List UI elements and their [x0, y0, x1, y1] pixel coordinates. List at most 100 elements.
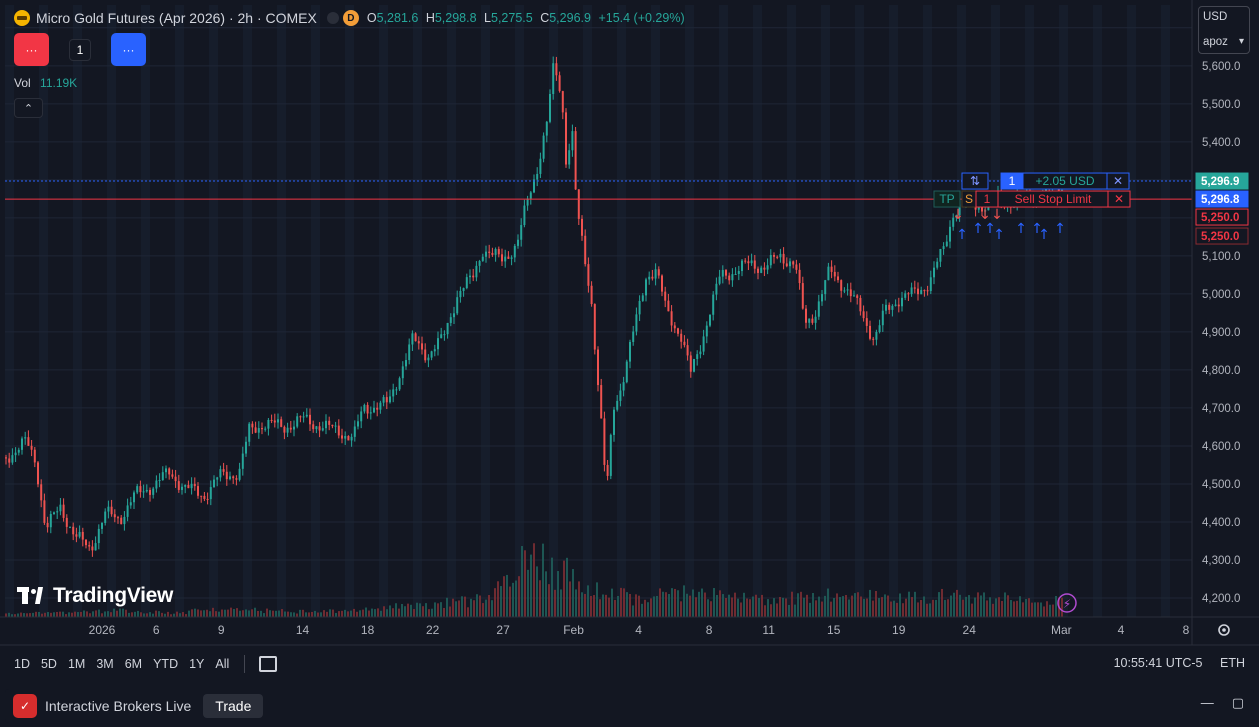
- order-close-icon-bg: [1107, 190, 1131, 208]
- volume-bar: [935, 599, 937, 617]
- candle-body: [376, 407, 379, 410]
- volume-bar: [536, 566, 538, 617]
- session-band: [107, 5, 116, 617]
- candle-body: [318, 426, 321, 431]
- currency-selector[interactable]: USD apoz ▾: [1198, 6, 1250, 54]
- volume-bar: [221, 609, 223, 617]
- range-3m[interactable]: 3M: [96, 657, 114, 671]
- buy-execution-arrow: ↑: [1031, 221, 1043, 237]
- volume-bar: [344, 609, 346, 617]
- range-selector: 1D 5D 1M 3M 6M YTD 1Y All: [14, 654, 278, 674]
- panel-controls: — ▢: [1201, 695, 1244, 711]
- position-close-icon[interactable]: ✕: [1113, 174, 1123, 188]
- symbol-title[interactable]: Micro Gold Futures (Apr 2026) · 2h · COM…: [36, 10, 317, 26]
- candle-body: [123, 516, 126, 525]
- candle-body: [478, 260, 481, 266]
- candle-body: [65, 517, 68, 527]
- volume-bar: [107, 611, 109, 617]
- volume-bar: [791, 591, 793, 617]
- candle-body: [958, 204, 961, 216]
- candle-body: [488, 251, 491, 253]
- candle-body: [542, 135, 545, 159]
- buy-button[interactable]: ···: [111, 33, 146, 66]
- trade-tab[interactable]: Trade: [203, 694, 264, 718]
- session-label[interactable]: ETH: [1220, 656, 1245, 670]
- range-1m[interactable]: 1M: [67, 657, 86, 671]
- range-6m[interactable]: 6M: [124, 657, 143, 671]
- range-5d[interactable]: 5D: [40, 657, 57, 671]
- candle-body: [782, 253, 785, 264]
- candle-body: [785, 263, 788, 267]
- volume-bar: [689, 595, 691, 617]
- y-tick-label: 4,800.0: [1202, 365, 1240, 377]
- volume-bar: [830, 601, 832, 617]
- candle-body: [78, 531, 81, 537]
- x-tick-label: 8: [1183, 623, 1190, 637]
- candle-body: [760, 267, 763, 273]
- volume-bar: [851, 595, 853, 617]
- sell-button[interactable]: ···: [14, 33, 49, 66]
- volume-bar: [386, 609, 388, 617]
- collapse-legend-button[interactable]: ⌃: [14, 98, 43, 118]
- s-badge[interactable]: S: [965, 192, 973, 206]
- range-ytd[interactable]: YTD: [153, 657, 179, 671]
- currency-label[interactable]: USD: [1203, 11, 1228, 23]
- volume-bar: [1016, 600, 1018, 617]
- order-close-icon[interactable]: ✕: [1114, 192, 1124, 206]
- volume-bar: [269, 610, 271, 617]
- position-qty[interactable]: 1: [1009, 174, 1016, 188]
- candle-body: [267, 419, 270, 429]
- volume-bar: [548, 584, 550, 617]
- order-type[interactable]: Sell Stop Limit: [1015, 192, 1092, 206]
- unit-label[interactable]: apoz: [1203, 36, 1228, 48]
- candle-body: [709, 314, 711, 326]
- range-1y[interactable]: 1Y: [189, 657, 205, 671]
- candle-body: [603, 418, 606, 465]
- current-price-tag: 5,296.9: [1201, 176, 1239, 188]
- broker-logo-icon[interactable]: ✓: [13, 694, 37, 718]
- candle-body: [443, 334, 446, 336]
- candle-body: [840, 280, 843, 291]
- candle-body: [881, 310, 884, 326]
- position-pnl[interactable]: +2.05 USD: [1035, 174, 1094, 188]
- quantity-field[interactable]: 1: [69, 38, 91, 61]
- position-arrows-icon[interactable]: ⇅: [970, 174, 980, 188]
- candle-body: [721, 270, 724, 277]
- candle-body: [149, 489, 151, 495]
- chevron-down-icon[interactable]: ▾: [1239, 36, 1245, 47]
- candle-body: [821, 294, 823, 302]
- candle-body: [593, 304, 596, 350]
- minimize-icon[interactable]: —: [1200, 695, 1214, 710]
- volume-bar: [443, 607, 445, 617]
- volume-bar: [767, 599, 769, 617]
- clock-time[interactable]: 10:55:41 UTC-5: [1113, 656, 1203, 670]
- candle-body: [843, 290, 846, 292]
- session-band: [617, 5, 626, 617]
- volume-bar: [512, 582, 514, 617]
- volume-bar: [551, 557, 553, 617]
- volume-bar: [404, 606, 406, 617]
- candle-body: [606, 464, 609, 476]
- broker-name[interactable]: Interactive Brokers Live: [45, 698, 192, 714]
- volume-bar: [641, 603, 643, 617]
- change-value: +15.4 (+0.29%): [598, 11, 685, 25]
- candle-body: [558, 75, 561, 92]
- bottom-panel: ✓ Interactive Brokers Live Trade — ▢: [5, 689, 1254, 723]
- order-qty[interactable]: 1: [984, 192, 991, 206]
- tp-badge[interactable]: TP: [939, 192, 954, 206]
- range-1d[interactable]: 1D: [14, 657, 30, 671]
- candle-body: [539, 158, 542, 174]
- clock[interactable]: 10:55:41 UTC-5 ETH: [1114, 656, 1245, 670]
- range-all[interactable]: All: [215, 657, 230, 671]
- calendar-icon[interactable]: [259, 656, 278, 672]
- volume-bar: [572, 569, 574, 617]
- session-band: [413, 5, 422, 617]
- candle-body: [661, 275, 663, 292]
- candle-body: [693, 358, 695, 372]
- volume-bar: [329, 609, 331, 617]
- candle-body: [549, 93, 551, 122]
- volume-bar: [743, 592, 745, 617]
- volume-bar: [26, 613, 28, 617]
- maximize-icon[interactable]: ▢: [1231, 695, 1244, 710]
